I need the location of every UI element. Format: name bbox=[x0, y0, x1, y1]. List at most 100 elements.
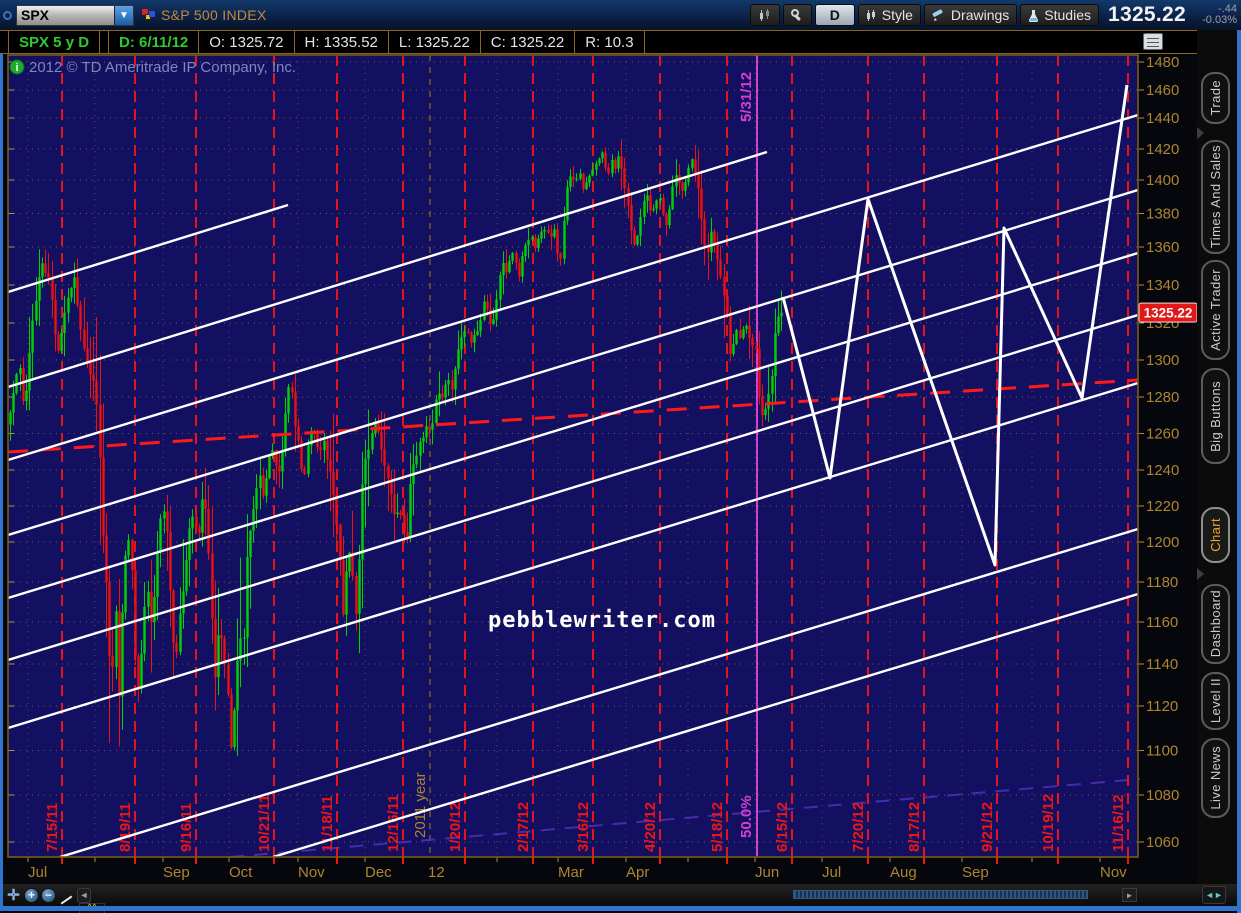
sidebar-tab-label: Live News bbox=[1208, 746, 1223, 810]
chart-toolbar: D Style Drawings Studies 1325.22 -.44 -0… bbox=[749, 3, 1241, 27]
last-price: 1325.22 bbox=[1107, 3, 1186, 26]
panel-detach-icon[interactable] bbox=[1143, 33, 1163, 50]
change-percent: -0.03% bbox=[1202, 14, 1237, 26]
sidebar-expander-icon[interactable]: ◄► bbox=[1202, 886, 1226, 904]
drawings-button[interactable]: Drawings bbox=[923, 4, 1018, 26]
price-chart[interactable]: 2011 year 7/15/11 8/19/11 9/16/11 10/21/11 11… bbox=[0, 54, 1197, 884]
style-button[interactable]: Style bbox=[857, 4, 921, 26]
symbol-description: S&P 500 INDEX bbox=[161, 7, 267, 23]
fib-level-label: 50.0% bbox=[738, 795, 755, 838]
ohlc-cell: R: 10.3 bbox=[575, 31, 645, 53]
symbol-input[interactable]: SPX bbox=[21, 7, 50, 23]
sidebar-tab-label: Dashboard bbox=[1208, 590, 1223, 658]
sidebar-tab-dashboard[interactable]: Dashboard bbox=[1201, 584, 1230, 664]
sidebar-tab-label: Chart bbox=[1208, 518, 1223, 552]
sidebar-tab-label: Big Buttons bbox=[1208, 380, 1223, 452]
sidebar-tab-label: Times And Sales bbox=[1208, 145, 1223, 249]
sidebar-tab-level-ii[interactable]: Level II bbox=[1201, 672, 1230, 730]
collapse-left-icon[interactable]: ◄ bbox=[77, 887, 91, 903]
title-bar: SPX ▼ S&P 500 INDEX D Style Drawings bbox=[0, 0, 1241, 30]
drawings-button-label: Drawings bbox=[950, 7, 1010, 23]
studies-button[interactable]: Studies bbox=[1020, 4, 1099, 26]
expiration-date-label: 12/16/11 bbox=[385, 794, 402, 852]
zoom-out-icon[interactable]: − bbox=[41, 887, 56, 903]
expiration-date-label: 9/21/12 bbox=[979, 802, 996, 852]
sidebar-tab-times-and-sales[interactable]: Times And Sales bbox=[1201, 140, 1230, 254]
y-axis-tick-label: 1160 bbox=[1146, 614, 1178, 631]
y-axis-tick-label: 1220 bbox=[1146, 498, 1179, 515]
sidebar-tab-big-buttons[interactable]: Big Buttons bbox=[1201, 368, 1230, 464]
expiration-date-label: 7/20/12 bbox=[850, 802, 867, 852]
expiration-date-label: 3/16/12 bbox=[575, 802, 592, 852]
watermark: pebblewriter.com bbox=[488, 608, 716, 633]
pan-tool-icon[interactable]: ✛ bbox=[7, 887, 20, 904]
ohlc-bar: SPX 5 y D D: 6/11/12 O: 1325.72 H: 1335.52… bbox=[0, 30, 1197, 54]
y-axis-tick-label: 1400 bbox=[1146, 172, 1179, 189]
expiration-date-label: 2/17/12 bbox=[515, 802, 532, 852]
expiration-date-label: 7/15/11 bbox=[44, 803, 61, 852]
y-axis-tick-label: 1440 bbox=[1146, 110, 1179, 127]
ohlc-cell: L: 1325.22 bbox=[389, 31, 481, 53]
window-edge-right bbox=[1237, 30, 1241, 913]
last-price-bubble bbox=[1138, 302, 1197, 323]
sidebar-tab-label: Trade bbox=[1208, 80, 1223, 116]
symbol-combobox[interactable]: SPX ▼ bbox=[16, 4, 134, 26]
info-icon[interactable] bbox=[9, 59, 25, 75]
y-axis-tick-label: 1280 bbox=[1146, 389, 1179, 406]
sidebar-tab-active-trader[interactable]: Active Trader bbox=[1201, 260, 1230, 360]
x-axis-month-label: Aug bbox=[890, 864, 917, 881]
price-change: -.44 -0.03% bbox=[1193, 4, 1237, 26]
ohlc-cell: D: 6/11/12 bbox=[108, 31, 200, 53]
style-candles-icon bbox=[866, 9, 875, 21]
x-axis-month-label: Dec bbox=[365, 864, 392, 881]
drawing-tool-icon[interactable] bbox=[58, 887, 75, 904]
sidebar-splitter-icon[interactable] bbox=[1197, 127, 1204, 139]
sidebar-tab-live-news[interactable]: Live News bbox=[1201, 738, 1230, 818]
y-axis-tick-label: 1420 bbox=[1146, 141, 1179, 158]
copyright-text: 2012 © TD Ameritrade IP Company, Inc. bbox=[29, 59, 296, 76]
chart-mode-button[interactable] bbox=[749, 4, 780, 26]
expiration-date-label: 8/17/12 bbox=[906, 802, 923, 852]
ohlc-cell: H: 1335.52 bbox=[295, 31, 389, 53]
expiration-date-label: 11/16/12 bbox=[1110, 794, 1127, 852]
x-axis-month-label: 12 bbox=[428, 864, 445, 881]
y-axis-tick-label: 1460 bbox=[1146, 82, 1179, 99]
x-axis-month-label: Sep bbox=[163, 864, 190, 881]
flask-icon bbox=[1029, 9, 1039, 22]
x-axis-month-label: Mar bbox=[558, 864, 584, 881]
interval-button[interactable]: D bbox=[814, 4, 855, 26]
candle-chart-icon bbox=[759, 8, 769, 21]
link-color-icon[interactable] bbox=[142, 8, 155, 22]
chevron-down-icon[interactable]: ▼ bbox=[114, 5, 133, 25]
x-axis-month-label: Sep bbox=[962, 864, 989, 881]
y-axis-tick-label: 1140 bbox=[1146, 656, 1178, 673]
expiration-date-label: 6/15/12 bbox=[774, 802, 791, 852]
y-axis-tick-label: 1300 bbox=[1146, 352, 1179, 369]
last-price-bubble-value: 1325.22 bbox=[1144, 306, 1193, 321]
chart-horizontal-scrollbar[interactable] bbox=[793, 890, 1088, 899]
y-axis-tick-label: 1480 bbox=[1146, 54, 1179, 71]
y-axis-tick-label: 1120 bbox=[1146, 698, 1178, 715]
sidebar-tab-chart[interactable]: Chart bbox=[1201, 507, 1230, 563]
expiration-date-label: 5/18/12 bbox=[709, 802, 726, 852]
y-axis-tick-label: 1080 bbox=[1146, 787, 1179, 804]
x-axis-month-label: Nov bbox=[1100, 864, 1127, 881]
sidebar-tab-trade[interactable]: Trade bbox=[1201, 72, 1230, 124]
zoom-in-icon[interactable]: + bbox=[24, 887, 39, 903]
info-icon-glyph: i bbox=[15, 62, 18, 74]
y-axis-tick-label: 1200 bbox=[1146, 534, 1179, 551]
x-axis-month-label: Jul bbox=[28, 864, 47, 881]
y-axis-tick-label: 1340 bbox=[1146, 277, 1179, 294]
window-edge-left bbox=[0, 54, 3, 906]
sidebar-tab-label: Level II bbox=[1208, 678, 1223, 724]
settings-wrench-button[interactable] bbox=[782, 4, 812, 26]
expiration-date-label: 8/19/11 bbox=[117, 803, 134, 852]
y-axis-tick-label: 1100 bbox=[1146, 743, 1178, 760]
scroll-right-icon[interactable]: ► bbox=[1122, 888, 1137, 902]
vertical-date-label: 5/31/12 bbox=[738, 72, 755, 122]
y-axis-tick-label: 1360 bbox=[1146, 239, 1179, 256]
pencil-icon bbox=[932, 8, 943, 21]
ohlc-cells: D: 6/11/12 O: 1325.72 H: 1335.52 L: 1325.22… bbox=[100, 31, 645, 53]
y-axis-tick-label: 1060 bbox=[1146, 834, 1179, 851]
sidebar-splitter-icon[interactable] bbox=[1197, 568, 1204, 580]
